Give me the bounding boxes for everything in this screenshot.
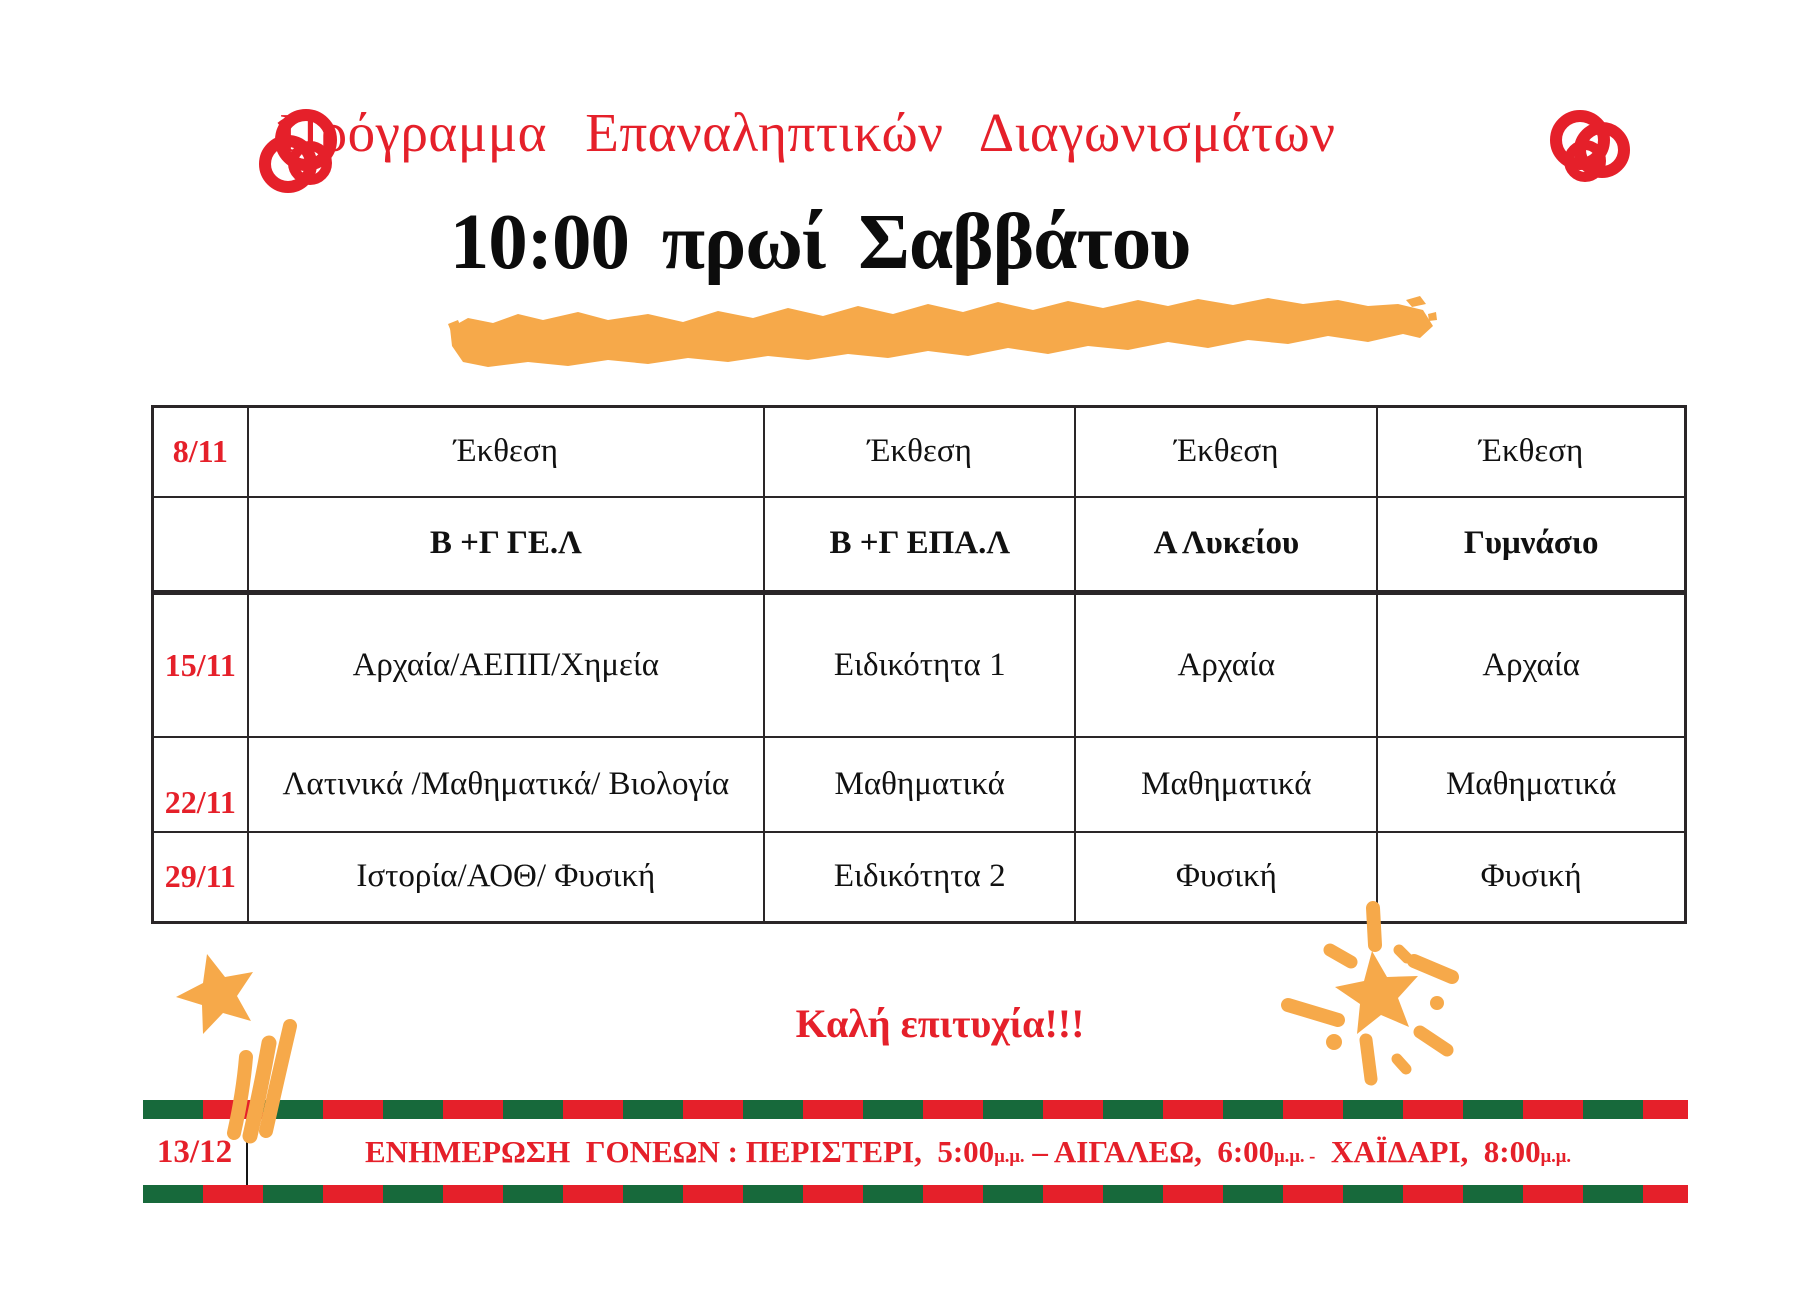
schedule-cell: Ειδικότητα 2 — [763, 830, 1077, 924]
subtitle-time: 10:00 πρωί Σαββάτου — [449, 199, 1192, 286]
shooting-star-icon — [176, 954, 297, 1144]
schedule-cell: Λατινικά /Μαθηματικά/ Βιολογία — [246, 735, 766, 833]
date-cell — [151, 495, 249, 595]
banner-text-segment-sub: μ.μ. — [994, 1146, 1025, 1168]
table-row-classes: Β +Γ ΓΕ.Λ Β +Γ ΕΠΑ.Λ Α Λυκείου Γυμνάσιο — [151, 495, 1687, 595]
banner-text-segment-sub: μ.μ. - — [1274, 1146, 1316, 1168]
banner-text-segment: – ΑΙΓΑΛΕΩ, 6:00 — [1024, 1134, 1275, 1169]
starburst-icon — [1281, 901, 1459, 1086]
date-cell: 29/11 — [151, 830, 249, 924]
page-title: Πρόγραμμα Επαναληπτικών Διαγωνισμάτων — [279, 102, 1336, 163]
date-cell: 15/11 — [151, 591, 249, 738]
table-row: 15/11 Αρχαία/ΑΕΠΠ/Χημεία Ειδικότητα 1 Αρ… — [151, 591, 1687, 738]
table-row: 22/11 Λατινικά /Μαθηματικά/ Βιολογία Μαθ… — [151, 735, 1687, 833]
schedule-cell: Μαθηματικά — [1074, 735, 1379, 833]
schedule-cell: Έκθεση — [1376, 405, 1687, 498]
schedule-table: 8/11 Έκθεση Έκθεση Έκθεση Έκθεση Β +Γ ΓΕ… — [151, 405, 1687, 924]
schedule-cell: Ιστορία/ΑΟΘ/ Φυσική — [246, 830, 766, 924]
schedule-cell: Β +Γ ΕΠΑ.Λ — [763, 495, 1077, 595]
banner-text-segment-sub: μ.μ. — [1540, 1146, 1571, 1168]
highlighter-stroke — [448, 296, 1437, 367]
schedule-cell: Έκθεση — [246, 405, 766, 498]
stripe-bar-top — [143, 1100, 1688, 1119]
schedule-cell: Έκθεση — [1074, 405, 1379, 498]
schedule-cell: Β +Γ ΓΕ.Λ — [246, 495, 766, 595]
schedule-cell: Έκθεση — [763, 405, 1077, 498]
schedule-cell: Γυμνάσιο — [1376, 495, 1687, 595]
schedule-cell: Μαθηματικά — [1376, 735, 1687, 833]
schedule-cell: Φυσική — [1376, 830, 1687, 924]
schedule-cell: Α Λυκείου — [1074, 495, 1379, 595]
scribble-ball-icon-right — [1550, 110, 1630, 182]
banner-text: ΕΝΗΜΕΡΩΣΗ ΓΟΝΕΩΝ : ΠΕΡΙΣΤΕΡΙ, 5:00 μ.μ. –… — [248, 1119, 1688, 1185]
banner-date: 13/12 — [156, 1133, 233, 1170]
table-row: 8/11 Έκθεση Έκθεση Έκθεση Έκθεση — [151, 405, 1687, 498]
banner-text-segment: ΕΝΗΜΕΡΩΣΗ ΓΟΝΕΩΝ : ΠΕΡΙΣΤΕΡΙ, 5:00 — [365, 1134, 995, 1169]
schedule-cell: Φυσική — [1074, 830, 1379, 924]
schedule-cell: Μαθηματικά — [763, 735, 1077, 833]
schedule-cell: Ειδικότητα 1 — [763, 591, 1077, 738]
banner-text-segment: ΧΑΪΔΑΡΙ, 8:00 — [1315, 1134, 1541, 1169]
schedule-cell: Αρχαία — [1074, 591, 1379, 738]
schedule-cell: Αρχαία — [1376, 591, 1687, 738]
good-luck-text: Καλή επιτυχία!!! — [795, 1001, 1085, 1046]
scribble-ball-icon-left — [259, 109, 337, 193]
table-row: 29/11 Ιστορία/ΑΟΘ/ Φυσική Ειδικότητα 2 Φ… — [151, 830, 1687, 924]
schedule-cell: Αρχαία/ΑΕΠΠ/Χημεία — [246, 591, 766, 738]
banner-divider — [246, 1119, 248, 1185]
parents-info-banner: 13/12 ΕΝΗΜΕΡΩΣΗ ΓΟΝΕΩΝ : ΠΕΡΙΣΤΕΡΙ, 5:00… — [143, 1100, 1688, 1203]
date-cell: 22/11 — [151, 735, 249, 833]
stripe-bar-bottom — [143, 1185, 1688, 1203]
date-cell: 8/11 — [151, 405, 249, 498]
